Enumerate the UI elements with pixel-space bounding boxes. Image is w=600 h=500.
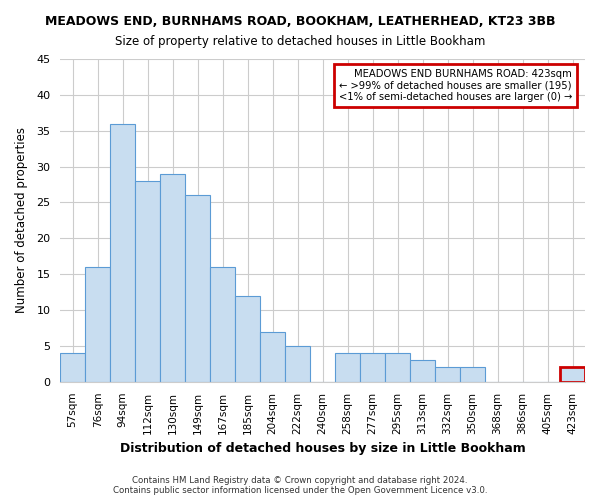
Bar	[185, 196, 210, 382]
Text: MEADOWS END BURNHAMS ROAD: 423sqm
← >99% of detached houses are smaller (195)
<1: MEADOWS END BURNHAMS ROAD: 423sqm ← >99%…	[338, 68, 572, 102]
Bar	[60, 353, 85, 382]
Bar	[235, 296, 260, 382]
Bar	[410, 360, 435, 382]
Text: MEADOWS END, BURNHAMS ROAD, BOOKHAM, LEATHERHEAD, KT23 3BB: MEADOWS END, BURNHAMS ROAD, BOOKHAM, LEA…	[45, 15, 555, 28]
Bar	[385, 353, 410, 382]
Bar	[435, 368, 460, 382]
Text: Contains HM Land Registry data © Crown copyright and database right 2024.
Contai: Contains HM Land Registry data © Crown c…	[113, 476, 487, 495]
Bar	[160, 174, 185, 382]
X-axis label: Distribution of detached houses by size in Little Bookham: Distribution of detached houses by size …	[120, 442, 526, 455]
Bar	[560, 368, 585, 382]
Bar	[135, 181, 160, 382]
Bar	[110, 124, 135, 382]
Bar	[260, 332, 285, 382]
Bar	[360, 353, 385, 382]
Y-axis label: Number of detached properties: Number of detached properties	[15, 128, 28, 314]
Text: Size of property relative to detached houses in Little Bookham: Size of property relative to detached ho…	[115, 35, 485, 48]
Bar	[210, 267, 235, 382]
Bar	[335, 353, 360, 382]
Bar	[285, 346, 310, 382]
Bar	[85, 267, 110, 382]
Bar	[460, 368, 485, 382]
